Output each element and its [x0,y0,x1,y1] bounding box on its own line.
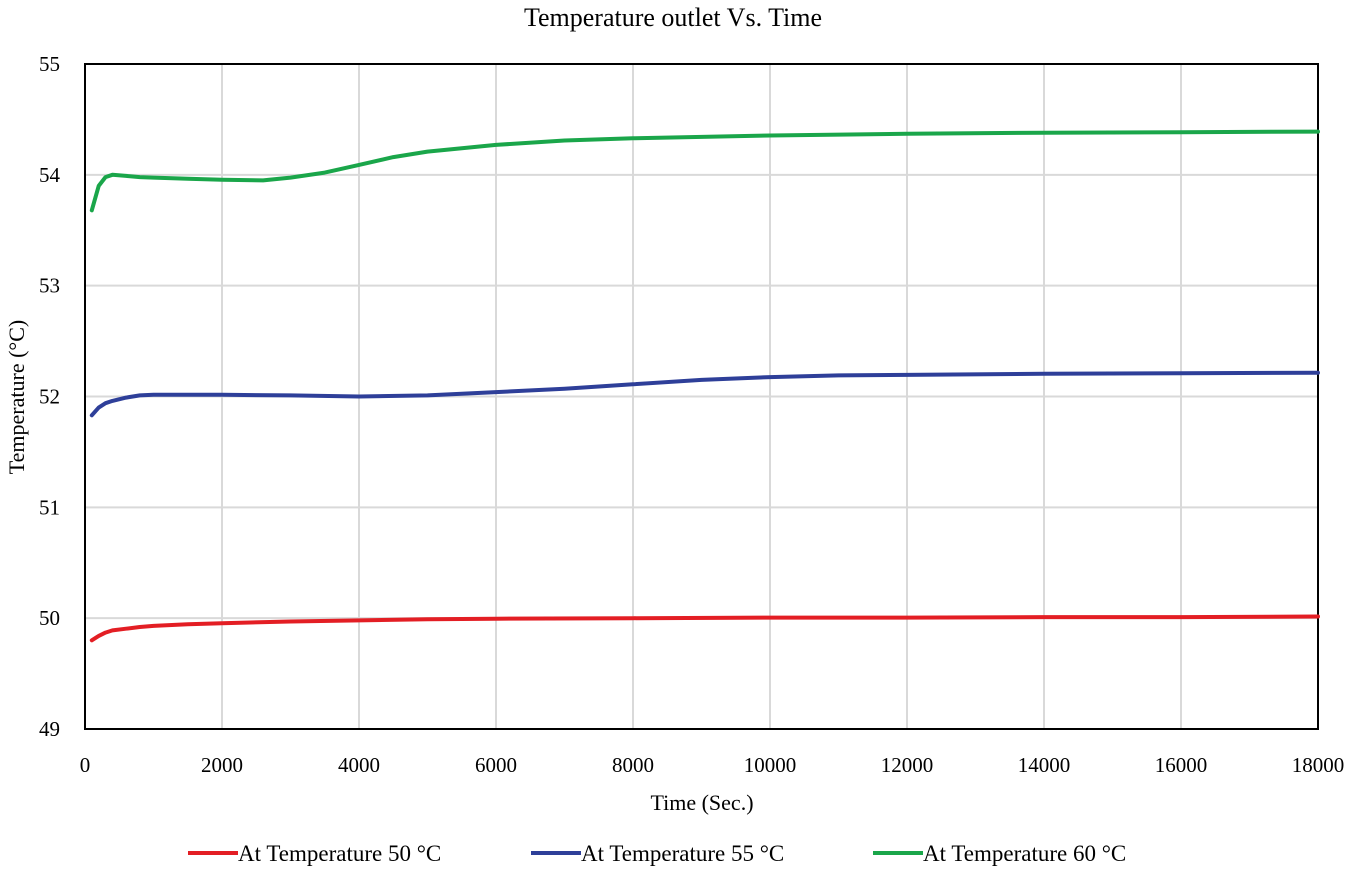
y-tick-label: 49 [39,717,60,741]
chart-title: Temperature outlet Vs. Time [524,3,822,32]
y-axis-ticks: 49 50 51 52 53 54 55 [39,52,61,741]
series-line-2 [89,370,1320,418]
x-tick-label: 2000 [201,753,243,777]
x-tick-label: 16000 [1155,753,1208,777]
x-tick-label: 6000 [475,753,517,777]
legend-label-2: At Temperature 55 °C [581,841,784,866]
x-tick-label: 10000 [744,753,797,777]
legend: At Temperature 50 °C At Temperature 55 °C… [188,841,1126,866]
x-axis-ticks: 0 2000 4000 6000 8000 10000 12000 14000 16000 180… [80,753,1345,777]
series-lines [89,129,1320,643]
legend-label-1: At Temperature 50 °C [238,841,441,866]
y-tick-label: 54 [39,163,61,187]
y-tick-label: 51 [39,495,60,519]
y-axis-label: Temperature (°C) [4,320,29,474]
y-tick-label: 55 [39,52,60,76]
plot-area-border [84,63,1319,730]
x-tick-label: 8000 [612,753,654,777]
y-tick-label: 50 [39,606,60,630]
x-tick-label: 0 [80,753,91,777]
x-tick-label: 14000 [1018,753,1071,777]
legend-label-3: At Temperature 60 °C [923,841,1126,866]
series-line-3 [89,129,1320,213]
x-tick-label: 12000 [881,753,934,777]
x-axis-label: Time (Sec.) [650,790,753,815]
series-line-1 [89,614,1320,643]
y-tick-label: 52 [39,385,60,409]
x-tick-label: 4000 [338,753,380,777]
x-tick-label: 18000 [1292,753,1345,777]
y-tick-label: 53 [39,274,60,298]
